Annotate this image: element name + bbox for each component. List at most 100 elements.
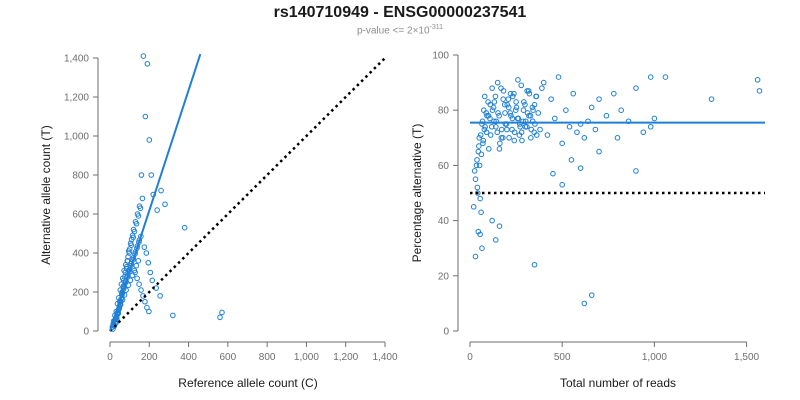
right-data-point: [539, 85, 545, 91]
right-data-point: [524, 110, 531, 116]
right-data-point: [501, 101, 508, 108]
left-y-tick-label: 800: [72, 171, 89, 182]
right-data-point: [550, 170, 556, 177]
left-data-point: [128, 242, 135, 248]
right-data-point: [647, 74, 654, 80]
right-data-point: [537, 126, 543, 133]
right-data-point: [531, 261, 538, 268]
left-data-point: [142, 298, 148, 305]
left-data-point: [146, 308, 152, 315]
right-data-point: [479, 245, 485, 251]
right-data-point: [504, 101, 511, 108]
left-data-point: [139, 195, 146, 202]
right-data-point: [497, 140, 503, 147]
right-data-point: [519, 137, 525, 144]
right-data-point: [555, 74, 562, 80]
left-x-tick-label: 200: [141, 352, 158, 363]
chart-subtitle: p-value <= 2×10-311: [0, 24, 800, 36]
right-data-point: [520, 107, 527, 113]
right-data-point: [500, 88, 507, 94]
right-data-point: [496, 112, 502, 119]
right-data-point: [487, 132, 494, 138]
left-data-point: [143, 250, 150, 256]
right-data-point: [484, 112, 490, 119]
left-reference-line: [109, 57, 386, 332]
right-data-point: [507, 110, 513, 116]
left-data-point: [145, 259, 152, 266]
left-data-point: [144, 61, 151, 67]
right-data-point: [486, 146, 492, 152]
right-data-point: [496, 223, 503, 229]
right-data-point: [515, 115, 522, 122]
right-data-point: [505, 104, 512, 111]
right-data-point: [708, 96, 715, 102]
left-x-tick-label: 1,000: [294, 352, 319, 363]
right-data-point: [481, 126, 488, 133]
right-data-point: [603, 112, 610, 119]
subtitle-exponent: -311: [429, 24, 444, 31]
left-x-axis-title: Reference allele count (C): [178, 376, 317, 390]
right-data-point: [496, 146, 503, 152]
right-data-point: [480, 140, 486, 147]
right-data-point: [481, 93, 488, 100]
left-x-tick-label: 400: [180, 352, 197, 363]
right-y-tick-label: 20: [438, 271, 450, 282]
right-data-point: [651, 115, 658, 122]
right-chart-panel: 0 500 1,000 1,500 0 20 40 60 80 100 Total number o…: [410, 51, 765, 390]
right-data-point: [473, 162, 480, 169]
right-data-point: [476, 135, 483, 141]
left-data-point: [217, 314, 223, 321]
left-x-tick-label: 0: [107, 352, 113, 363]
right-data-point: [489, 217, 495, 224]
right-data-point: [474, 157, 480, 163]
right-data-point: [498, 85, 504, 91]
right-y-tick-label: 60: [438, 161, 450, 172]
right-data-point: [485, 99, 491, 105]
right-data-point: [476, 162, 483, 169]
right-data-point: [515, 77, 521, 83]
right-data-point: [521, 99, 527, 105]
left-data-point: [133, 262, 140, 269]
right-data-point: [517, 123, 523, 130]
left-data-point: [149, 277, 156, 284]
right-y-tick-label: 0: [443, 327, 449, 338]
right-data-point: [611, 90, 617, 97]
right-data-point: [483, 110, 490, 116]
left-data-point: [135, 213, 142, 219]
right-data-point: [754, 77, 761, 83]
left-y-tick-label: 1,000: [64, 132, 89, 143]
right-data-point: [518, 82, 525, 89]
right-data-point: [471, 168, 478, 174]
right-data-point: [477, 195, 483, 202]
right-data-point: [511, 90, 517, 97]
left-x-tick-label: 800: [259, 352, 276, 363]
left-data-point: [138, 287, 144, 293]
right-data-point: [493, 237, 499, 243]
right-data-point: [533, 132, 540, 138]
right-data-point: [472, 176, 479, 182]
left-y-tick-label: 1,400: [64, 54, 89, 65]
left-data-point: [130, 234, 136, 241]
right-data-point: [489, 85, 495, 91]
right-data-point: [506, 135, 512, 141]
left-data-point: [138, 172, 145, 178]
right-x-tick-label: 500: [554, 352, 571, 363]
right-data-point: [527, 112, 534, 119]
left-y-tick-label: 0: [83, 327, 89, 338]
left-x-tick-label: 1,200: [333, 352, 358, 363]
left-data-point: [142, 113, 149, 120]
left-y-axis-title: Alternative allele count (T): [39, 125, 53, 264]
left-data-point: [154, 207, 160, 213]
right-y-axis-title: Percentage alternative (T): [410, 124, 424, 263]
left-data-point: [219, 309, 225, 316]
right-data-point: [544, 132, 551, 138]
right-y-tick-label: 100: [432, 51, 449, 62]
right-data-point: [500, 135, 506, 141]
left-fit-line: [109, 53, 202, 332]
left-data-point: [141, 244, 148, 250]
right-data-point: [478, 151, 485, 158]
chart-title: rs140710949 - ENSG00000237541: [273, 4, 527, 21]
right-x-tick-label: 1,000: [642, 352, 667, 363]
right-data-point: [526, 90, 533, 97]
right-data-point: [588, 104, 595, 111]
